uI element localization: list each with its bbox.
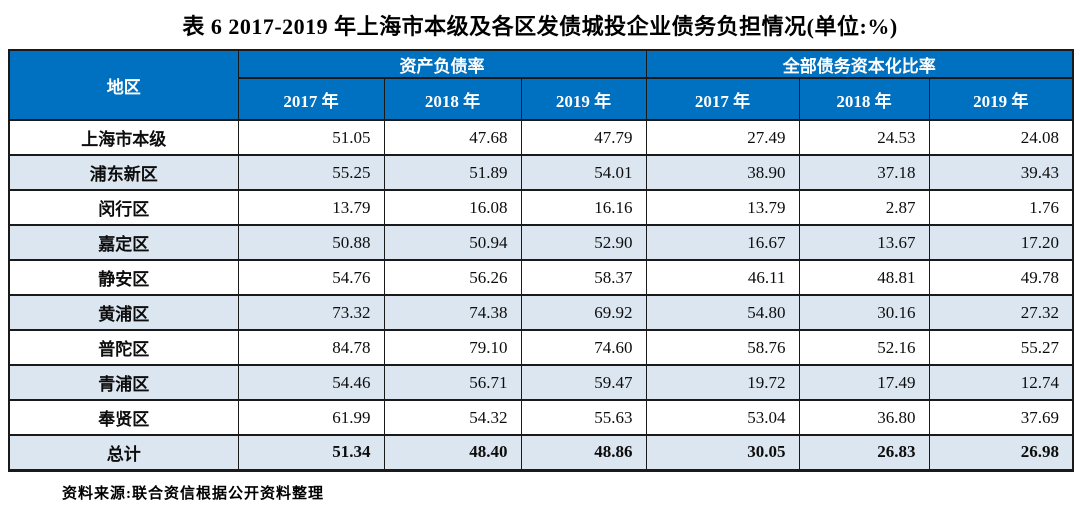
region-cell: 闵行区 [8,189,239,226]
header-year-2018-g2: 2018 年 [798,77,930,121]
table-row: 黄浦区 73.32 74.38 69.92 54.80 30.16 27.32 [8,294,1074,331]
value-cell: 53.04 [645,399,800,436]
source-note: 资料来源:联合资信根据公开资料整理 [62,485,324,502]
value-cell: 52.16 [798,329,930,366]
value-cell: 55.27 [928,329,1074,366]
value-cell: 13.79 [645,189,800,226]
value-cell: 36.80 [798,399,930,436]
table-row: 普陀区 84.78 79.10 74.60 58.76 52.16 55.27 [8,329,1074,366]
region-cell: 青浦区 [8,364,239,401]
region-cell: 上海市本级 [8,119,239,156]
header-year-2019-g2: 2019 年 [928,77,1074,121]
value-cell: 26.83 [798,434,930,472]
region-cell: 普陀区 [8,329,239,366]
value-cell: 37.69 [928,399,1074,436]
value-cell: 39.43 [928,154,1074,191]
header-year-2017-g1: 2017 年 [237,77,385,121]
value-cell: 50.94 [383,224,522,261]
table-header: 地区 资产负债率 全部债务资本化比率 2017 年 2018 年 2019 年 … [8,49,1074,121]
value-cell: 12.74 [928,364,1074,401]
header-year-row: 2017 年 2018 年 2019 年 2017 年 2018 年 2019 … [9,77,1074,121]
value-cell: 46.11 [645,259,800,296]
table-row: 浦东新区 55.25 51.89 54.01 38.90 37.18 39.43 [8,154,1074,191]
value-cell: 58.76 [645,329,800,366]
value-cell: 51.05 [237,119,385,156]
value-cell: 38.90 [645,154,800,191]
region-cell: 嘉定区 [8,224,239,261]
value-cell: 24.08 [928,119,1074,156]
value-cell: 47.79 [520,119,647,156]
value-cell: 73.32 [237,294,385,331]
value-cell: 58.37 [520,259,647,296]
region-cell: 静安区 [8,259,239,296]
header-year-2017-g2: 2017 年 [645,77,800,121]
value-cell: 16.67 [645,224,800,261]
value-cell: 55.25 [237,154,385,191]
value-cell: 16.08 [383,189,522,226]
value-cell: 55.63 [520,399,647,436]
value-cell: 52.90 [520,224,647,261]
table-body: 上海市本级 51.05 47.68 47.79 27.49 24.53 24.08 浦东新区 5… [8,119,1074,472]
header-group-row: 地区 资产负债率 全部债务资本化比率 [8,49,1074,121]
header-year-2018-g1: 2018 年 [383,77,522,121]
value-cell: 54.80 [645,294,800,331]
value-cell: 74.60 [520,329,647,366]
value-cell: 37.18 [798,154,930,191]
value-cell: 30.05 [645,434,800,472]
header-year-2019-g1: 2019 年 [520,77,647,121]
region-cell: 奉贤区 [8,399,239,436]
region-cell: 总计 [8,434,239,472]
value-cell: 51.89 [383,154,522,191]
table-row: 奉贤区 61.99 54.32 55.63 53.04 36.80 37.69 [8,399,1074,436]
debt-burden-table: 地区 资产负债率 全部债务资本化比率 2017 年 2018 年 2019 年 … [8,49,1075,472]
value-cell: 54.46 [237,364,385,401]
value-cell: 17.20 [928,224,1074,261]
value-cell: 48.81 [798,259,930,296]
value-cell: 47.68 [383,119,522,156]
value-cell: 61.99 [237,399,385,436]
value-cell: 17.49 [798,364,930,401]
value-cell: 48.40 [383,434,522,472]
value-cell: 59.47 [520,364,647,401]
region-cell: 浦东新区 [8,154,239,191]
value-cell: 51.34 [237,434,385,472]
value-cell: 13.79 [237,189,385,226]
value-cell: 56.26 [383,259,522,296]
value-cell: 1.76 [928,189,1074,226]
value-cell: 56.71 [383,364,522,401]
value-cell: 2.87 [798,189,930,226]
value-cell: 13.67 [798,224,930,261]
value-cell: 50.88 [237,224,385,261]
table-row: 青浦区 54.46 56.71 59.47 19.72 17.49 12.74 [8,364,1074,401]
table-row: 闵行区 13.79 16.08 16.16 13.79 2.87 1.76 [8,189,1074,226]
value-cell: 69.92 [520,294,647,331]
value-cell: 27.32 [928,294,1074,331]
value-cell: 54.01 [520,154,647,191]
value-cell: 26.98 [928,434,1074,472]
value-cell: 54.76 [237,259,385,296]
value-cell: 30.16 [798,294,930,331]
value-cell: 48.86 [520,434,647,472]
region-cell: 黄浦区 [8,294,239,331]
header-region: 地区 [8,49,239,121]
table-title: 表 6 2017-2019 年上海市本级及各区发债城投企业债务负担情况(单位:%… [182,14,898,39]
value-cell: 19.72 [645,364,800,401]
header-group-asset-liability-ratio: 资产负债率 [237,49,647,79]
value-cell: 74.38 [383,294,522,331]
table-row: 静安区 54.76 56.26 58.37 46.11 48.81 49.78 [8,259,1074,296]
header-group-total-debt-capitalization-ratio: 全部债务资本化比率 [645,49,1074,79]
table-row-total: 总计 51.34 48.40 48.86 30.05 26.83 26.98 [8,434,1074,472]
value-cell: 84.78 [237,329,385,366]
value-cell: 49.78 [928,259,1074,296]
table-row: 嘉定区 50.88 50.94 52.90 16.67 13.67 17.20 [8,224,1074,261]
value-cell: 27.49 [645,119,800,156]
value-cell: 16.16 [520,189,647,226]
value-cell: 54.32 [383,399,522,436]
table-row: 上海市本级 51.05 47.68 47.79 27.49 24.53 24.08 [8,119,1074,156]
value-cell: 79.10 [383,329,522,366]
value-cell: 24.53 [798,119,930,156]
